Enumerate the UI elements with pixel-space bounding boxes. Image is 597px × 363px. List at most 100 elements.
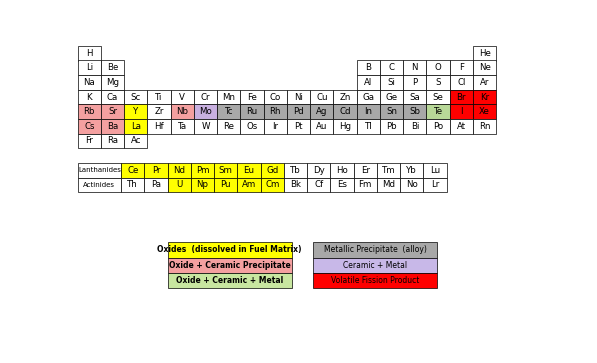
Text: F: F [459, 63, 464, 72]
Text: Os: Os [247, 122, 258, 131]
Text: Tb: Tb [290, 166, 301, 175]
Bar [147, 105, 171, 119]
Text: Ga: Ga [362, 93, 374, 102]
Text: He: He [479, 49, 491, 58]
Text: Ne: Ne [479, 63, 491, 72]
Bar [334, 90, 357, 105]
Bar [101, 75, 124, 90]
Bar [403, 61, 426, 75]
Text: Np: Np [196, 180, 208, 189]
Text: Oxides  (dissolved in Fuel Matrix): Oxides (dissolved in Fuel Matrix) [158, 245, 302, 254]
Text: Zr: Zr [155, 107, 164, 116]
Text: Tc: Tc [224, 107, 233, 116]
Bar [78, 75, 101, 90]
Bar [78, 61, 101, 75]
Bar [450, 75, 473, 90]
Bar [147, 90, 171, 105]
Text: Ag: Ag [316, 107, 328, 116]
Text: Be: Be [107, 63, 118, 72]
Bar [168, 258, 291, 273]
Bar [171, 90, 194, 105]
Bar [334, 119, 357, 134]
Text: Sc: Sc [131, 93, 141, 102]
Bar [473, 119, 496, 134]
Bar [121, 178, 144, 192]
Text: Mn: Mn [222, 93, 235, 102]
Bar [450, 119, 473, 134]
Bar [426, 75, 450, 90]
Text: Br: Br [457, 93, 466, 102]
Text: P: P [413, 78, 417, 87]
Text: Lanthanides: Lanthanides [78, 167, 121, 173]
Bar [357, 90, 380, 105]
Text: Ru: Ru [247, 107, 258, 116]
Bar [101, 90, 124, 105]
Bar [191, 163, 214, 178]
Bar [380, 119, 403, 134]
Text: B: B [365, 63, 371, 72]
Bar [124, 134, 147, 148]
Bar [144, 178, 168, 192]
Text: W: W [201, 122, 210, 131]
Text: N: N [411, 63, 418, 72]
Bar [78, 134, 101, 148]
Bar [78, 90, 101, 105]
Bar [403, 105, 426, 119]
Text: S: S [435, 78, 441, 87]
Text: Oxide + Ceramic + Metal: Oxide + Ceramic + Metal [176, 276, 283, 285]
Text: Cs: Cs [84, 122, 94, 131]
Text: Ac: Ac [131, 136, 141, 146]
Text: Cl: Cl [457, 78, 466, 87]
Text: Yb: Yb [407, 166, 417, 175]
Text: K: K [87, 93, 92, 102]
Bar [101, 105, 124, 119]
Text: Tl: Tl [365, 122, 372, 131]
Text: Sa: Sa [410, 93, 420, 102]
Text: Re: Re [223, 122, 235, 131]
Text: Lu: Lu [430, 166, 440, 175]
Bar [330, 163, 353, 178]
Bar [238, 178, 261, 192]
Bar [380, 61, 403, 75]
Bar [168, 178, 191, 192]
Bar [217, 119, 241, 134]
Text: Po: Po [433, 122, 443, 131]
Bar [241, 90, 264, 105]
Bar [313, 258, 438, 273]
Bar [377, 163, 400, 178]
Bar [78, 46, 101, 61]
Bar [426, 61, 450, 75]
Bar [334, 105, 357, 119]
Text: Cr: Cr [201, 93, 210, 102]
Bar [357, 75, 380, 90]
Text: Al: Al [364, 78, 373, 87]
Text: Au: Au [316, 122, 328, 131]
Text: Eu: Eu [244, 166, 254, 175]
Bar [124, 119, 147, 134]
Text: La: La [131, 122, 141, 131]
Text: Oxide + Ceramic Precipitate: Oxide + Ceramic Precipitate [169, 261, 291, 270]
Text: Pr: Pr [152, 166, 160, 175]
Text: At: At [457, 122, 466, 131]
Text: Fe: Fe [247, 93, 257, 102]
Bar [400, 178, 423, 192]
Bar [353, 178, 377, 192]
Text: Cm: Cm [265, 180, 279, 189]
Bar [101, 134, 124, 148]
Text: Sn: Sn [386, 107, 397, 116]
Bar [450, 90, 473, 105]
Text: Kr: Kr [480, 93, 489, 102]
Text: Pd: Pd [293, 107, 304, 116]
Bar [403, 90, 426, 105]
Bar [194, 119, 217, 134]
Bar [124, 90, 147, 105]
Bar [377, 178, 400, 192]
Text: Metallic Precipitate  (alloy): Metallic Precipitate (alloy) [324, 245, 427, 254]
Text: Pu: Pu [220, 180, 231, 189]
Text: Ceramic + Metal: Ceramic + Metal [343, 261, 407, 270]
Bar [121, 163, 144, 178]
Bar [473, 61, 496, 75]
Text: Te: Te [433, 107, 442, 116]
Text: Ni: Ni [294, 93, 303, 102]
Text: C: C [389, 63, 395, 72]
